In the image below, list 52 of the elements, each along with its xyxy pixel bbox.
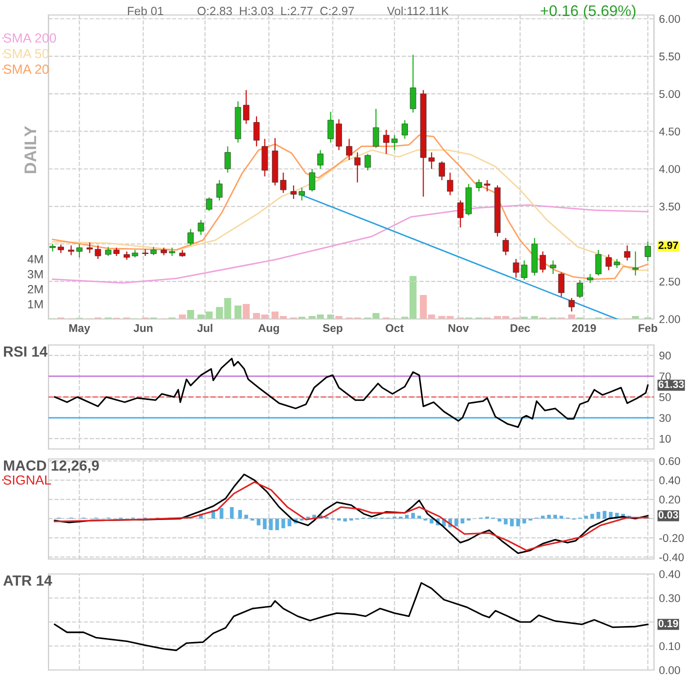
annotation: 2.97: [658, 242, 678, 249]
x-tick-label: May: [69, 324, 90, 334]
legend-label: SMA 200: [4, 33, 56, 43]
y-tick-label: 0.60: [659, 457, 680, 466]
y-tick-label: 0.20: [659, 496, 680, 504]
y-tick-label: 4.00: [659, 165, 680, 174]
annotation: O:2.83 H:3.03 L:2.77 C:2.97: [198, 6, 354, 16]
y-tick-label: 4.50: [659, 128, 680, 136]
y-tick-label: 0.40: [659, 570, 680, 578]
x-tick-label: Oct: [386, 324, 404, 332]
x-tick-label: Jun: [134, 324, 152, 332]
y2-tick-label: 2M: [28, 285, 43, 294]
y-tick-label: 3.50: [659, 202, 680, 211]
annotation: 0.19: [658, 620, 678, 628]
x-tick-label: Aug: [258, 324, 279, 334]
x-tick-label: Feb: [638, 324, 658, 332]
x-tick-label: Jul: [197, 324, 212, 332]
y-tick-label: 0.10: [659, 642, 680, 650]
legend-label: SMA 50: [4, 48, 49, 58]
chart-title: MACD 12,26,9: [4, 460, 99, 473]
x-tick-label: Nov: [448, 324, 469, 332]
y-tick-label: 30: [659, 414, 671, 422]
legend-label: SMA 20: [4, 64, 49, 74]
y-tick-label: -0.40: [659, 553, 684, 562]
x-tick-label: Sep: [322, 324, 342, 334]
y-tick-label: 0.30: [659, 594, 680, 602]
y-tick-label: 6.00: [659, 15, 680, 23]
annotation: Feb 01: [128, 6, 164, 16]
y-tick-label: 5.50: [659, 52, 680, 60]
y-tick-label: 5.00: [659, 90, 680, 98]
legend-label: SIGNAL: [4, 475, 51, 485]
y-tick-label: 0.00: [659, 666, 680, 674]
y2-tick-label: 4M: [28, 255, 43, 264]
y-tick-label: 0.40: [659, 476, 680, 484]
x-tick-label: Dec: [510, 324, 530, 332]
annotation: 61.33: [658, 380, 684, 388]
chart-title: RSI 14: [4, 346, 48, 357]
y-tick-label: 90: [659, 352, 671, 360]
y-tick-label: 50: [659, 393, 671, 402]
y-tick-label: 10: [660, 434, 671, 443]
annotation: Vol:112.11K: [387, 6, 449, 16]
chart-title: ATR 14: [3, 576, 52, 586]
y-tick-label: 70: [659, 372, 671, 380]
y2-tick-label: 3M: [28, 270, 43, 278]
annotation: +0.16 (5.69%): [540, 4, 636, 20]
y-tick-label: 2.00: [659, 315, 680, 324]
y-tick-label: -0.20: [659, 534, 684, 542]
y2-tick-label: 1M: [28, 300, 43, 308]
x-tick-label: 2019: [572, 324, 596, 332]
y-tick-label: 2.50: [659, 278, 680, 286]
annotation: 0.03: [658, 511, 678, 519]
text: DAILY: [24, 126, 36, 174]
